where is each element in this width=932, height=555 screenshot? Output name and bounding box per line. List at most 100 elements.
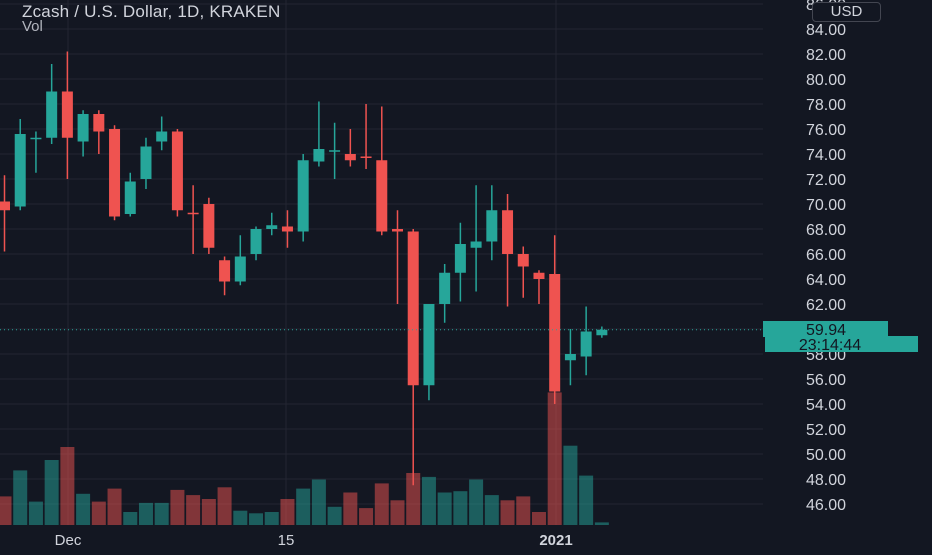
volume-bar — [343, 492, 358, 525]
candle-body — [297, 160, 309, 232]
x-tick-label: 15 — [278, 532, 295, 549]
candle-body — [124, 181, 136, 214]
y-tick-label: 56.00 — [806, 372, 846, 389]
candle-body — [109, 129, 121, 217]
candle-body — [219, 260, 231, 282]
candle-body — [564, 354, 576, 361]
volume-bar — [437, 492, 452, 525]
candle-body — [360, 156, 372, 158]
volume-bar — [138, 502, 153, 525]
volume-bar — [469, 479, 484, 525]
candle-body — [344, 154, 356, 161]
candle-body — [392, 229, 403, 232]
volume-bar — [516, 496, 531, 525]
y-tick-label: 74.00 — [806, 147, 846, 164]
volume-bar — [531, 512, 546, 525]
countdown-box — [765, 336, 918, 352]
volume-bar — [453, 491, 468, 525]
y-tick-label: 78.00 — [806, 97, 846, 114]
volume-bar — [44, 460, 59, 525]
volume-bar — [390, 500, 405, 525]
candle-body — [329, 150, 341, 152]
volume-bar — [594, 522, 609, 525]
y-tick-label: 68.00 — [806, 222, 846, 239]
candle-body — [266, 225, 278, 229]
volume-bar — [280, 499, 295, 525]
y-tick-label: 70.00 — [806, 197, 846, 214]
price-tag-value: 59.94 — [806, 322, 846, 339]
volume-bar — [107, 488, 122, 525]
x-tick-label: Dec — [55, 532, 82, 549]
volume-label: Vol — [22, 18, 43, 35]
candle-body — [470, 241, 482, 248]
candle-body — [250, 229, 262, 254]
y-tick-label: 76.00 — [806, 122, 846, 139]
y-tick-label: 50.00 — [806, 447, 846, 464]
candle-body — [14, 134, 26, 207]
volume-bar — [217, 487, 232, 525]
candle-body — [171, 131, 183, 211]
volume-bar — [13, 470, 28, 525]
candle-body — [580, 331, 592, 357]
volume-bar — [296, 488, 311, 525]
volume-bar — [579, 475, 594, 525]
volume-bar — [500, 500, 515, 525]
y-tick-label: 80.00 — [806, 72, 846, 89]
volume-bar — [201, 499, 216, 525]
candle-body — [187, 212, 199, 215]
candle-body — [203, 204, 215, 248]
y-tick-label: 46.00 — [806, 497, 846, 514]
volume-bar — [406, 473, 421, 525]
countdown-value: 23:14:44 — [799, 337, 861, 354]
candle-body — [596, 329, 608, 336]
volume-bar — [547, 392, 562, 525]
candle-body — [533, 272, 545, 279]
y-tick-label: 84.00 — [806, 22, 846, 39]
volume-bar — [28, 501, 43, 525]
x-tick-label: 2021 — [539, 532, 572, 549]
volume-bar — [91, 501, 106, 525]
candle-body — [140, 146, 152, 179]
candle-body — [549, 274, 561, 392]
volume-bar — [264, 512, 279, 525]
price-tag-box — [763, 321, 888, 337]
y-tick-label: 54.00 — [806, 397, 846, 414]
candle-body — [156, 131, 168, 142]
volume-bar — [484, 495, 499, 525]
candle-body — [407, 231, 419, 386]
candle-body — [313, 149, 325, 162]
volume-bar — [563, 445, 578, 525]
candle-body — [502, 210, 514, 254]
candle-body — [517, 254, 529, 267]
candle-body — [46, 91, 58, 138]
volume-bar — [311, 479, 326, 525]
volume-bar — [186, 495, 201, 525]
candle-body — [423, 304, 435, 386]
volume-bar — [60, 447, 75, 525]
volume-bar — [249, 513, 264, 525]
candle-body — [439, 272, 451, 304]
volume-bar — [421, 476, 436, 525]
chart-title: Zcash / U.S. Dollar, 1D, KRAKEN — [22, 2, 281, 21]
y-tick-label: 62.00 — [806, 297, 846, 314]
candle-body — [93, 114, 105, 132]
candle-body — [376, 160, 388, 232]
y-tick-label: 66.00 — [806, 247, 846, 264]
volume-bar — [359, 508, 374, 525]
volume-bar — [374, 483, 389, 525]
candle-body — [30, 137, 42, 140]
y-tick-label: 48.00 — [806, 472, 846, 489]
volume-bar — [233, 510, 248, 525]
candle-body — [486, 210, 498, 242]
volume-bar — [170, 489, 185, 525]
volume-bar — [123, 512, 138, 525]
volume-bar — [0, 496, 12, 525]
currency-button[interactable]: USD — [812, 2, 881, 22]
candle-body — [77, 114, 89, 142]
y-tick-label: 82.00 — [806, 47, 846, 64]
candle-body — [61, 91, 73, 138]
y-tick-label: 72.00 — [806, 172, 846, 189]
candle-body — [234, 256, 246, 282]
